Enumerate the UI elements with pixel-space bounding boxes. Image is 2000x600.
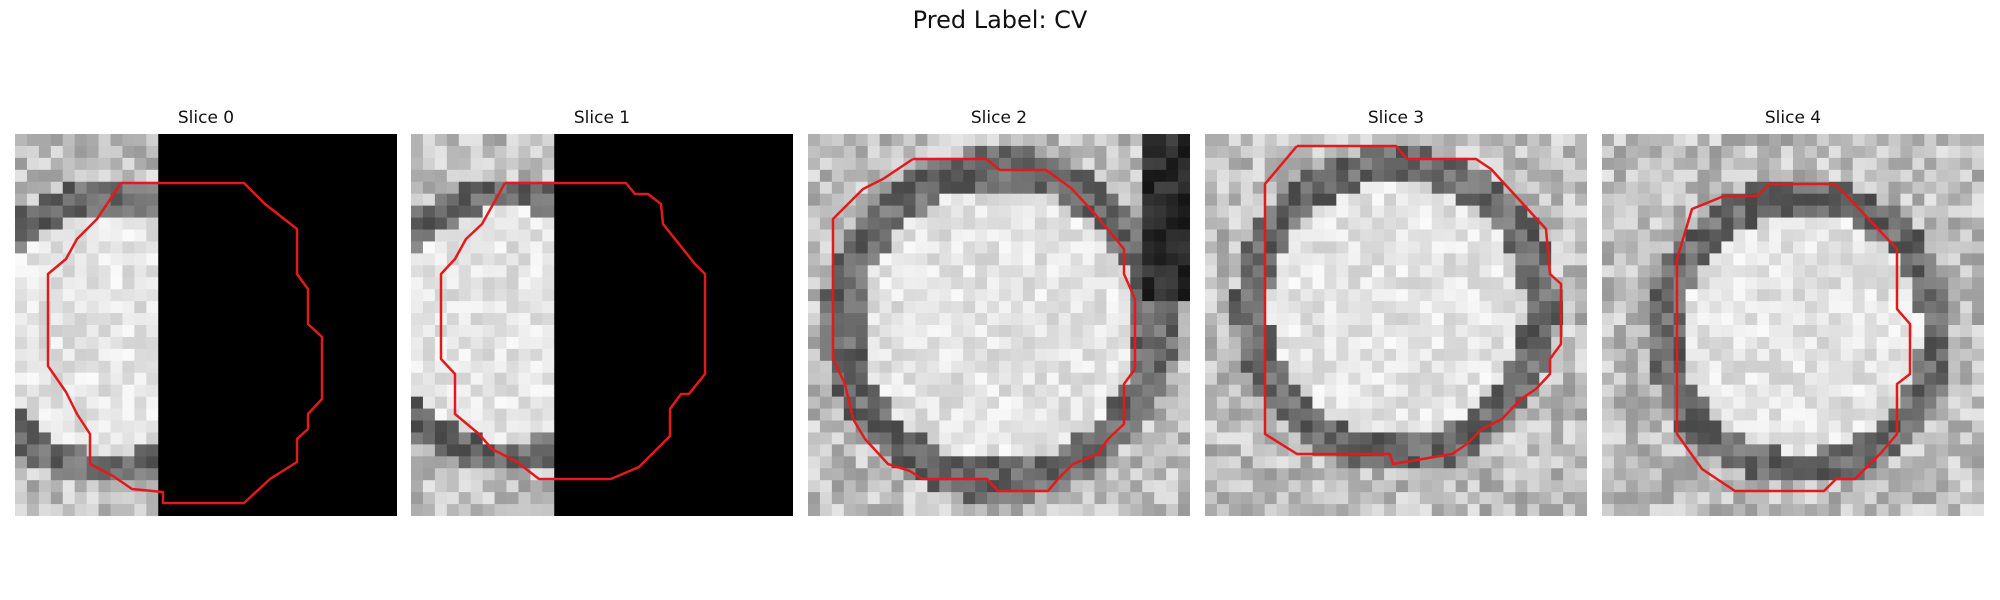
slice-panel-2: Slice 2 bbox=[808, 108, 1190, 518]
contour-2 bbox=[831, 157, 1137, 493]
slice-panel-3: Slice 3 bbox=[1205, 108, 1587, 518]
slice-title-2: Slice 2 bbox=[970, 108, 1028, 128]
slice-image-1 bbox=[411, 134, 793, 516]
slice-panel-0: Slice 0 bbox=[15, 108, 397, 518]
figure-title: Pred Label: CV bbox=[912, 6, 1088, 34]
slice-panel-1: Slice 1 bbox=[411, 108, 793, 518]
slice-image-2 bbox=[808, 134, 1190, 516]
slice-panel-4: Slice 4 bbox=[1602, 108, 1984, 518]
slice-image-0 bbox=[15, 134, 397, 516]
contour-1 bbox=[439, 181, 707, 481]
contour-3 bbox=[1263, 144, 1563, 466]
slice-image-4 bbox=[1602, 134, 1984, 516]
slice-title-4: Slice 4 bbox=[1764, 108, 1822, 128]
slice-title-1: Slice 1 bbox=[573, 108, 631, 128]
contour-4 bbox=[1675, 182, 1912, 493]
contour-0 bbox=[46, 181, 324, 505]
slice-title-0: Slice 0 bbox=[177, 108, 235, 128]
slice-image-3 bbox=[1205, 134, 1587, 516]
slice-title-3: Slice 3 bbox=[1367, 108, 1425, 128]
